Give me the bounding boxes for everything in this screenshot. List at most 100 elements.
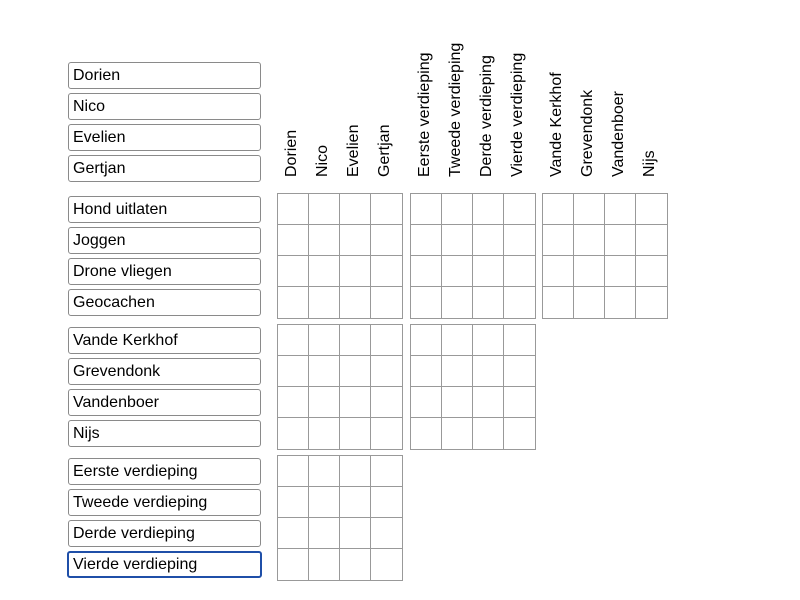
grid-cell[interactable] <box>371 418 402 449</box>
row-label-input[interactable]: Geocachen <box>68 289 261 316</box>
grid-cell[interactable] <box>605 225 636 256</box>
grid-cell[interactable] <box>371 256 402 287</box>
grid-cell[interactable] <box>309 387 340 418</box>
grid-cell[interactable] <box>442 194 473 225</box>
grid-cell[interactable] <box>442 225 473 256</box>
grid-cell[interactable] <box>278 356 309 387</box>
grid-cell[interactable] <box>309 194 340 225</box>
grid-cell[interactable] <box>371 387 402 418</box>
grid-cell[interactable] <box>504 225 535 256</box>
grid-cell[interactable] <box>442 256 473 287</box>
grid-cell[interactable] <box>278 518 309 549</box>
grid-cell[interactable] <box>504 287 535 318</box>
grid-cell[interactable] <box>278 225 309 256</box>
grid-cell[interactable] <box>340 549 371 580</box>
grid-cell[interactable] <box>309 549 340 580</box>
grid-cell[interactable] <box>473 325 504 356</box>
grid-cell[interactable] <box>371 518 402 549</box>
grid-cell[interactable] <box>340 225 371 256</box>
grid-cell[interactable] <box>442 325 473 356</box>
grid-cell[interactable] <box>278 387 309 418</box>
grid-cell[interactable] <box>278 256 309 287</box>
grid-cell[interactable] <box>543 225 574 256</box>
grid-cell[interactable] <box>340 325 371 356</box>
grid-cell[interactable] <box>371 356 402 387</box>
grid-cell[interactable] <box>636 225 667 256</box>
grid-cell[interactable] <box>574 194 605 225</box>
grid-cell[interactable] <box>278 549 309 580</box>
grid-cell[interactable] <box>411 387 442 418</box>
grid-cell[interactable] <box>574 287 605 318</box>
grid-cell[interactable] <box>574 256 605 287</box>
row-label-input[interactable]: Dorien <box>68 62 261 89</box>
grid-cell[interactable] <box>411 194 442 225</box>
grid-cell[interactable] <box>278 487 309 518</box>
grid-cell[interactable] <box>473 287 504 318</box>
row-label-input[interactable]: Nico <box>68 93 261 120</box>
grid-cell[interactable] <box>605 256 636 287</box>
row-label-input[interactable]: Drone vliegen <box>68 258 261 285</box>
grid-cell[interactable] <box>504 256 535 287</box>
grid-cell[interactable] <box>340 356 371 387</box>
row-label-input[interactable]: Tweede verdieping <box>68 489 261 516</box>
grid-cell[interactable] <box>309 487 340 518</box>
grid-cell[interactable] <box>278 287 309 318</box>
grid-cell[interactable] <box>543 256 574 287</box>
grid-cell[interactable] <box>504 194 535 225</box>
grid-cell[interactable] <box>371 487 402 518</box>
grid-cell[interactable] <box>543 194 574 225</box>
row-label-input[interactable]: Vandenboer <box>68 389 261 416</box>
grid-cell[interactable] <box>636 194 667 225</box>
grid-cell[interactable] <box>371 549 402 580</box>
row-label-input[interactable]: Hond uitlaten <box>68 196 261 223</box>
grid-cell[interactable] <box>278 418 309 449</box>
row-label-input[interactable]: Joggen <box>68 227 261 254</box>
grid-cell[interactable] <box>473 418 504 449</box>
grid-cell[interactable] <box>473 225 504 256</box>
grid-cell[interactable] <box>442 387 473 418</box>
grid-cell[interactable] <box>309 225 340 256</box>
grid-cell[interactable] <box>504 325 535 356</box>
grid-cell[interactable] <box>636 287 667 318</box>
grid-cell[interactable] <box>636 256 667 287</box>
row-label-input[interactable]: Evelien <box>68 124 261 151</box>
grid-cell[interactable] <box>340 387 371 418</box>
grid-cell[interactable] <box>411 225 442 256</box>
grid-cell[interactable] <box>543 287 574 318</box>
grid-cell[interactable] <box>309 356 340 387</box>
grid-cell[interactable] <box>340 418 371 449</box>
grid-cell[interactable] <box>411 256 442 287</box>
grid-cell[interactable] <box>411 418 442 449</box>
grid-cell[interactable] <box>278 194 309 225</box>
grid-cell[interactable] <box>340 256 371 287</box>
row-label-input[interactable]: Grevendonk <box>68 358 261 385</box>
grid-cell[interactable] <box>504 356 535 387</box>
grid-cell[interactable] <box>371 287 402 318</box>
grid-cell[interactable] <box>411 287 442 318</box>
grid-cell[interactable] <box>605 287 636 318</box>
grid-cell[interactable] <box>309 256 340 287</box>
grid-cell[interactable] <box>442 356 473 387</box>
grid-cell[interactable] <box>442 418 473 449</box>
grid-cell[interactable] <box>309 418 340 449</box>
grid-cell[interactable] <box>340 456 371 487</box>
grid-cell[interactable] <box>340 487 371 518</box>
grid-cell[interactable] <box>411 325 442 356</box>
grid-cell[interactable] <box>371 325 402 356</box>
grid-cell[interactable] <box>473 356 504 387</box>
grid-cell[interactable] <box>371 225 402 256</box>
grid-cell[interactable] <box>504 387 535 418</box>
row-label-input[interactable]: Derde verdieping <box>68 520 261 547</box>
grid-cell[interactable] <box>411 356 442 387</box>
grid-cell[interactable] <box>340 194 371 225</box>
row-label-input[interactable]: Gertjan <box>68 155 261 182</box>
grid-cell[interactable] <box>340 518 371 549</box>
row-label-input[interactable]: Eerste verdieping <box>68 458 261 485</box>
grid-cell[interactable] <box>605 194 636 225</box>
row-label-input[interactable]: Vande Kerkhof <box>68 327 261 354</box>
row-label-input[interactable]: Vierde verdieping <box>67 551 262 578</box>
grid-cell[interactable] <box>371 194 402 225</box>
grid-cell[interactable] <box>473 194 504 225</box>
row-label-input[interactable]: Nijs <box>68 420 261 447</box>
grid-cell[interactable] <box>371 456 402 487</box>
